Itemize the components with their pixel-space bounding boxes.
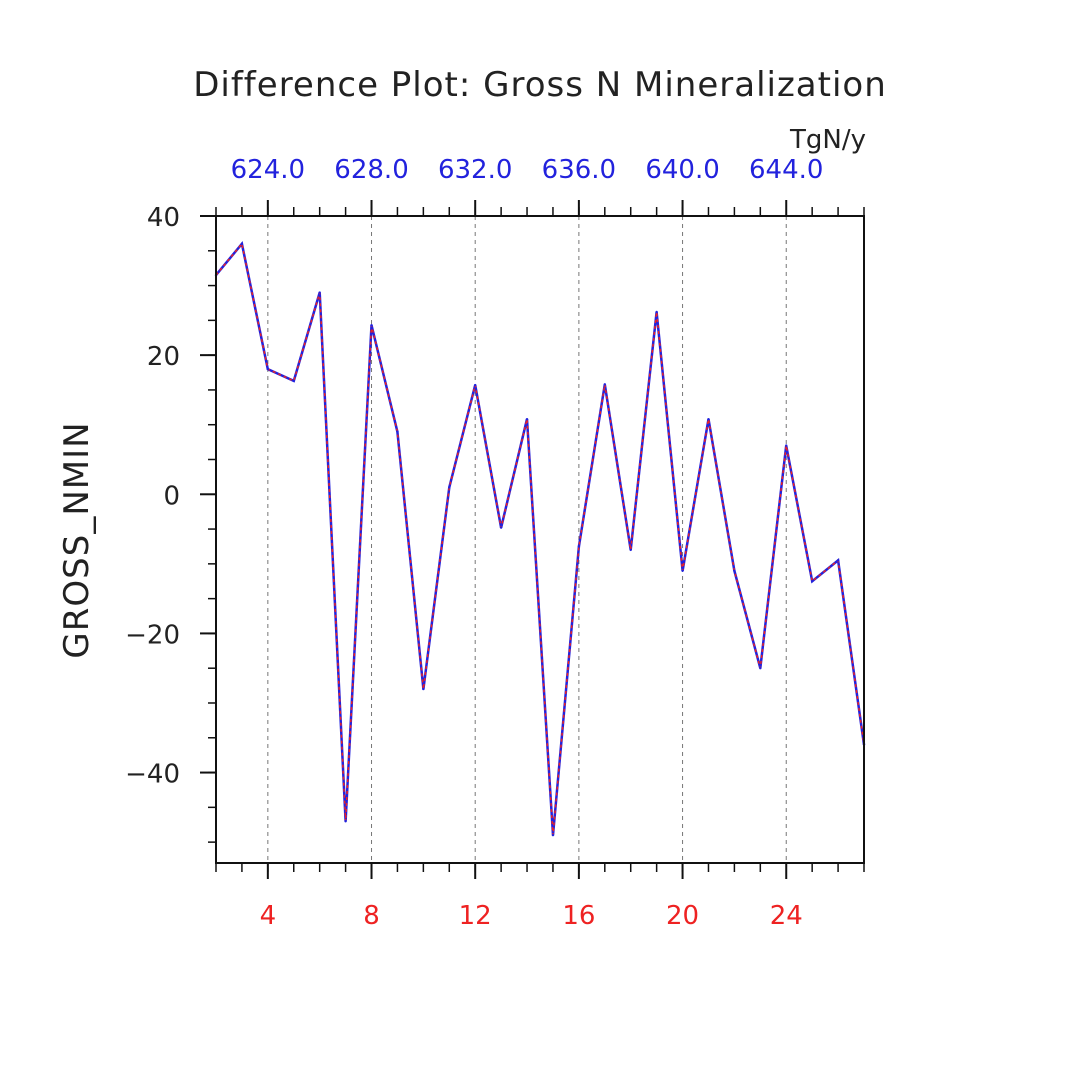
units-label: TgN/y — [789, 125, 866, 155]
data-point — [292, 379, 295, 383]
data-point — [681, 569, 684, 573]
x-tick-label-bottom: 4 — [260, 901, 277, 931]
data-point — [370, 324, 373, 327]
tick-marks — [200, 200, 865, 879]
data-point — [810, 580, 814, 583]
data-point — [629, 548, 632, 552]
data-point — [603, 383, 606, 386]
x-tick-label-bottom: 20 — [666, 901, 699, 931]
data-point — [318, 291, 321, 294]
data-point — [396, 430, 399, 433]
data-point — [785, 444, 788, 447]
data-point — [474, 383, 477, 387]
data-point — [733, 569, 736, 573]
series-line-red-dashed — [215, 242, 865, 836]
y-tick-label: 40 — [147, 203, 180, 233]
x-tick-label-top: 640.0 — [645, 155, 719, 185]
plot-frame — [215, 215, 865, 864]
x-tick-label-top: 628.0 — [334, 155, 408, 185]
data-point — [577, 545, 581, 548]
data-point — [344, 820, 347, 823]
data-point — [266, 367, 270, 371]
x-tick-label-bottom: 8 — [363, 901, 380, 931]
data-series — [214, 240, 866, 837]
chart-title: Difference Plot: Gross N Mineralization — [193, 65, 887, 105]
y-tick-label: −40 — [125, 760, 180, 790]
data-point — [759, 667, 762, 670]
x-tick-label-bottom: 24 — [770, 901, 803, 931]
data-point — [551, 833, 555, 837]
x-tick-label-top: 636.0 — [542, 155, 616, 185]
data-point — [707, 417, 710, 421]
data-point — [448, 486, 451, 489]
y-axis-label: GROSS_NMIN — [57, 421, 97, 658]
y-tick-label: −20 — [125, 620, 180, 650]
y-tick-labels: 40 20 0 −20 −40 — [125, 203, 180, 790]
data-point — [422, 687, 425, 691]
data-point — [525, 417, 529, 421]
x-tick-label-top: 632.0 — [438, 155, 512, 185]
data-point — [240, 242, 244, 246]
y-tick-label: 20 — [147, 342, 180, 372]
x-tick-label-top: 644.0 — [749, 155, 823, 185]
grid-lines — [267, 216, 787, 863]
data-point — [499, 526, 503, 529]
data-point — [655, 310, 658, 314]
data-point — [836, 559, 840, 562]
series-line-blue — [215, 240, 866, 836]
x-tick-labels-bottom: 4 8 12 16 20 24 — [260, 901, 803, 931]
y-tick-label: 0 — [163, 481, 180, 511]
x-tick-label-top: 624.0 — [231, 155, 305, 185]
x-tick-label-bottom: 12 — [459, 901, 492, 931]
x-tick-labels-top: 624.0 628.0 632.0 636.0 640.0 644.0 — [231, 155, 824, 185]
x-tick-label-bottom: 16 — [562, 901, 595, 931]
